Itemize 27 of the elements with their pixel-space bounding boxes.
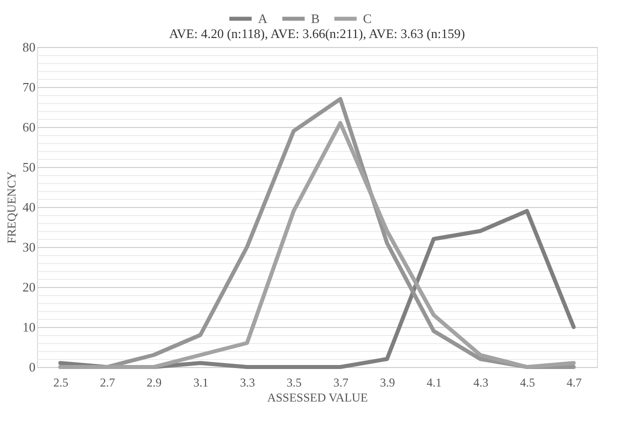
x-tick-label: 3.5: [286, 376, 302, 390]
x-tick-label: 4.5: [520, 376, 535, 390]
x-tick-label: 4.1: [426, 376, 442, 390]
y-tick-label: 80: [22, 40, 36, 54]
y-tick-label: 50: [22, 160, 36, 174]
legend-label: A: [258, 10, 268, 26]
legend-label: B: [311, 10, 320, 26]
y-tick-label: 70: [22, 80, 36, 94]
y-tick-label: 60: [22, 120, 36, 134]
x-tick-label: 4.7: [566, 376, 582, 390]
y-tick-label: 0: [29, 360, 36, 374]
x-tick-label: 2.7: [100, 376, 115, 390]
x-tick-label: 2.9: [146, 376, 162, 390]
y-axis-title: FREQUENCY: [4, 171, 18, 244]
x-tick-label: 3.9: [380, 376, 395, 390]
y-tick-label: 20: [22, 280, 36, 294]
y-tick-label: 40: [22, 200, 36, 214]
y-tick-label: 10: [22, 320, 36, 334]
x-tick-label: 4.3: [473, 376, 488, 390]
y-tick-label: 30: [22, 240, 36, 254]
legend-label: C: [363, 10, 372, 26]
chart-subtitle: AVE: 4.20 (n:118), AVE: 3.66(n:211), AVE: 3.63 (n:159): [169, 26, 465, 41]
x-axis-title: ASSESSED VALUE: [267, 390, 368, 404]
x-tick-label: 3.1: [193, 376, 208, 390]
x-tick-label: 3.3: [240, 376, 255, 390]
x-tick-label: 2.5: [53, 376, 68, 390]
x-tick-label: 3.7: [333, 376, 348, 390]
